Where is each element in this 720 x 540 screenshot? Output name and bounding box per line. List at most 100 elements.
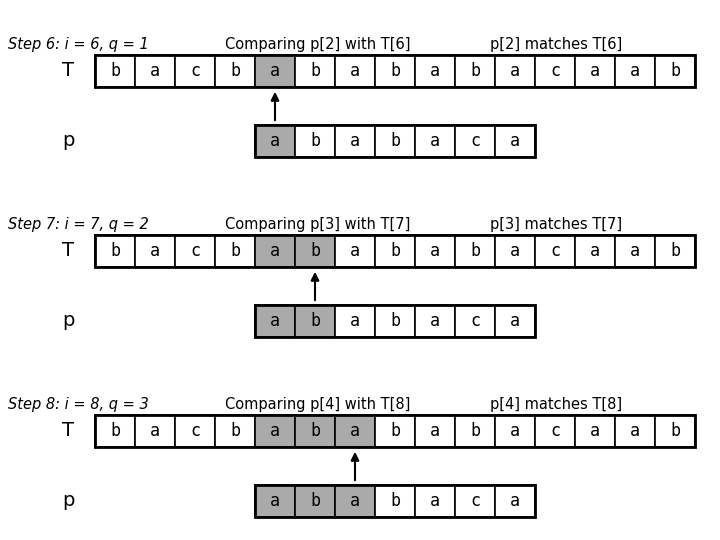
- Text: p[3] matches T[7]: p[3] matches T[7]: [490, 217, 622, 232]
- Bar: [495, 415, 535, 447]
- Text: a: a: [150, 422, 160, 440]
- Text: a: a: [350, 242, 360, 260]
- Bar: [655, 235, 695, 267]
- Text: b: b: [310, 492, 320, 510]
- Text: a: a: [350, 62, 360, 80]
- Bar: [535, 415, 575, 447]
- Bar: [335, 235, 375, 267]
- Text: b: b: [670, 242, 680, 260]
- Bar: [415, 305, 455, 337]
- Bar: [455, 235, 495, 267]
- Bar: [255, 125, 535, 157]
- Text: b: b: [670, 422, 680, 440]
- Text: a: a: [510, 312, 520, 330]
- Text: c: c: [190, 62, 200, 80]
- Text: a: a: [270, 242, 280, 260]
- Text: b: b: [470, 422, 480, 440]
- Text: b: b: [470, 242, 480, 260]
- Text: a: a: [430, 492, 440, 510]
- Text: b: b: [390, 132, 400, 150]
- Bar: [255, 415, 295, 447]
- Text: b: b: [390, 312, 400, 330]
- Bar: [255, 305, 295, 337]
- Text: a: a: [350, 312, 360, 330]
- Text: Step 6: i = 6, q = 1: Step 6: i = 6, q = 1: [8, 37, 149, 52]
- Bar: [535, 235, 575, 267]
- Text: b: b: [310, 312, 320, 330]
- Text: Step 8: i = 8, q = 3: Step 8: i = 8, q = 3: [8, 397, 149, 412]
- Bar: [375, 415, 415, 447]
- Text: a: a: [270, 132, 280, 150]
- Bar: [335, 415, 375, 447]
- Text: a: a: [150, 242, 160, 260]
- Text: c: c: [550, 62, 560, 80]
- Bar: [415, 55, 455, 87]
- Text: c: c: [190, 242, 200, 260]
- Bar: [495, 485, 535, 517]
- Bar: [295, 125, 335, 157]
- Bar: [95, 415, 695, 447]
- Text: a: a: [430, 422, 440, 440]
- Text: a: a: [630, 242, 640, 260]
- Bar: [335, 55, 375, 87]
- Bar: [95, 55, 695, 87]
- Bar: [135, 415, 175, 447]
- Text: c: c: [550, 422, 560, 440]
- Text: a: a: [510, 132, 520, 150]
- Bar: [495, 55, 535, 87]
- Bar: [415, 125, 455, 157]
- Bar: [375, 55, 415, 87]
- Bar: [455, 305, 495, 337]
- Text: a: a: [510, 422, 520, 440]
- Bar: [295, 235, 335, 267]
- Text: a: a: [590, 422, 600, 440]
- Bar: [255, 305, 535, 337]
- Text: p[2] matches T[6]: p[2] matches T[6]: [490, 37, 622, 52]
- Text: b: b: [310, 422, 320, 440]
- Bar: [255, 485, 295, 517]
- Bar: [135, 55, 175, 87]
- Text: Step 7: i = 7, q = 2: Step 7: i = 7, q = 2: [8, 217, 149, 232]
- Text: p[4] matches T[8]: p[4] matches T[8]: [490, 397, 622, 412]
- Bar: [455, 55, 495, 87]
- Bar: [255, 485, 535, 517]
- Bar: [375, 305, 415, 337]
- Text: c: c: [470, 492, 480, 510]
- Text: p: p: [62, 491, 74, 510]
- Bar: [375, 235, 415, 267]
- Text: b: b: [110, 422, 120, 440]
- Text: Comparing p[3] with T[7]: Comparing p[3] with T[7]: [225, 217, 410, 232]
- Bar: [455, 125, 495, 157]
- Bar: [495, 305, 535, 337]
- Bar: [455, 485, 495, 517]
- Bar: [175, 235, 215, 267]
- Bar: [655, 55, 695, 87]
- Text: b: b: [230, 242, 240, 260]
- Bar: [535, 55, 575, 87]
- Bar: [415, 485, 455, 517]
- Bar: [95, 55, 135, 87]
- Bar: [495, 235, 535, 267]
- Text: Comparing p[2] with T[6]: Comparing p[2] with T[6]: [225, 37, 410, 52]
- Bar: [175, 55, 215, 87]
- Bar: [375, 485, 415, 517]
- Text: a: a: [590, 242, 600, 260]
- Bar: [95, 235, 695, 267]
- Text: a: a: [150, 62, 160, 80]
- Bar: [135, 235, 175, 267]
- Bar: [215, 235, 255, 267]
- Text: b: b: [310, 132, 320, 150]
- Text: a: a: [430, 62, 440, 80]
- Bar: [335, 305, 375, 337]
- Text: c: c: [550, 242, 560, 260]
- Bar: [95, 235, 135, 267]
- Bar: [95, 415, 135, 447]
- Text: a: a: [270, 492, 280, 510]
- Bar: [255, 235, 295, 267]
- Bar: [215, 415, 255, 447]
- Bar: [175, 415, 215, 447]
- Text: a: a: [350, 492, 360, 510]
- Text: a: a: [270, 62, 280, 80]
- Bar: [615, 235, 655, 267]
- Bar: [255, 55, 295, 87]
